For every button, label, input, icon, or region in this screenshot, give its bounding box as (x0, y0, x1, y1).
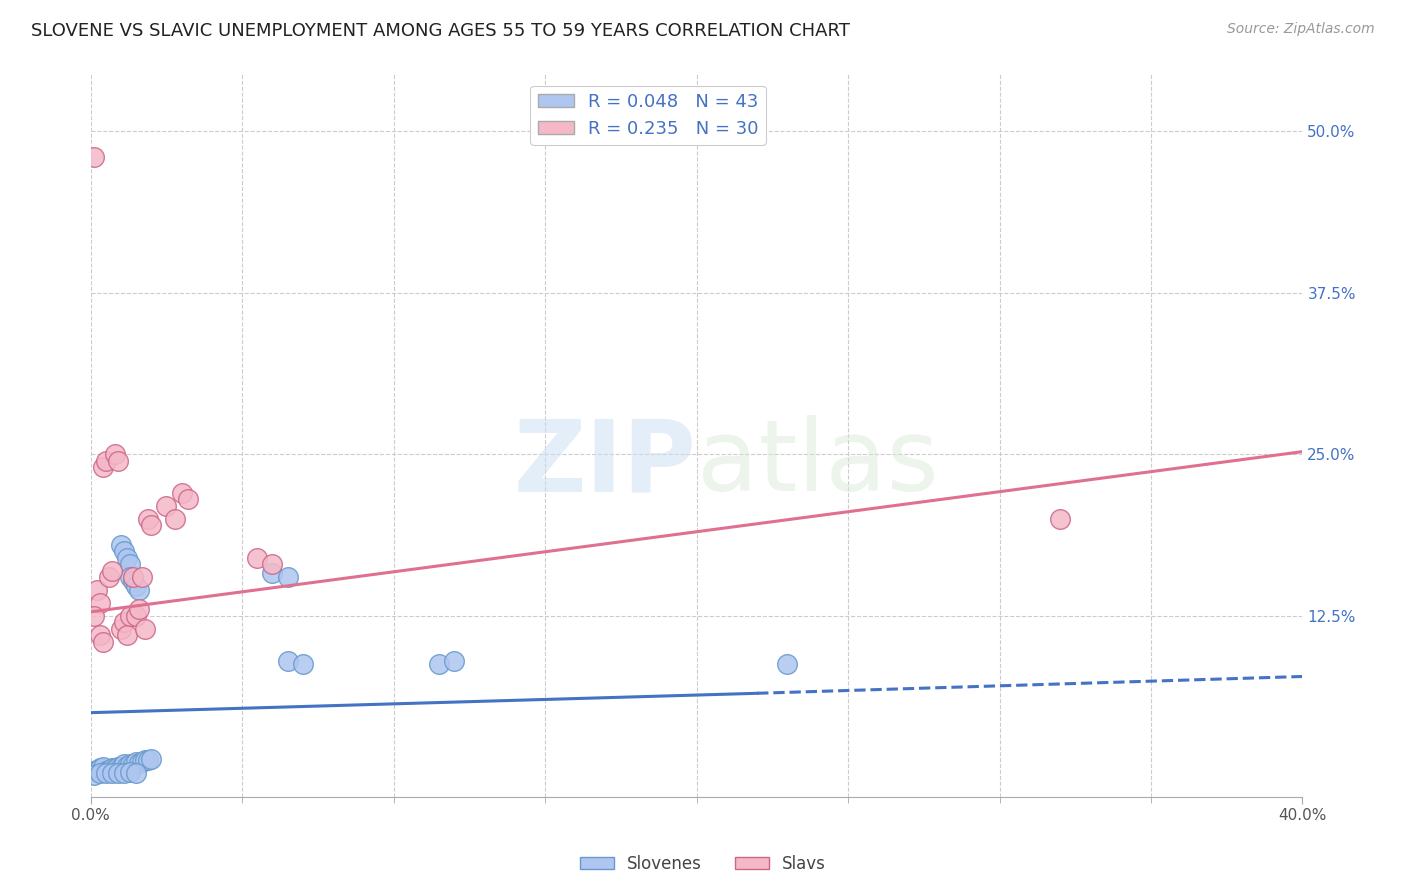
Point (91, 760, 114, 774)
Point (89, 596, 111, 610)
Point (443, 654, 465, 668)
Point (262, 566, 284, 580)
Point (83, 768, 105, 782)
Point (131, 570, 153, 584)
Point (89, 766, 111, 780)
Point (118, 608, 141, 623)
Point (91, 634, 114, 648)
Point (122, 574, 145, 588)
Point (128, 582, 150, 597)
Text: SLOVENE VS SLAVIC UNEMPLOYMENT AMONG AGES 55 TO 59 YEARS CORRELATION CHART: SLOVENE VS SLAVIC UNEMPLOYMENT AMONG AGE… (31, 22, 849, 40)
Point (110, 760, 132, 774)
Point (115, 628, 138, 642)
Point (277, 654, 299, 668)
Point (97, 570, 120, 584)
Point (246, 550, 269, 565)
Point (91, 460, 114, 475)
Point (136, 512, 159, 526)
Text: Source: ZipAtlas.com: Source: ZipAtlas.com (1227, 22, 1375, 37)
Point (110, 622, 132, 636)
Point (136, 754, 159, 768)
Point (86, 763, 108, 777)
Point (97, 763, 120, 777)
Point (1049, 512, 1071, 526)
Point (165, 512, 187, 526)
Point (134, 754, 156, 768)
Point (112, 544, 135, 558)
Point (125, 579, 148, 593)
Point (141, 518, 163, 533)
Point (101, 564, 124, 578)
Point (125, 755, 148, 769)
Point (110, 538, 132, 552)
Legend: Slovenes, Slavs: Slovenes, Slavs (574, 848, 832, 880)
Point (89, 628, 111, 642)
Point (104, 761, 127, 775)
Point (118, 570, 141, 584)
Point (776, 657, 799, 671)
Point (170, 486, 193, 500)
Point (125, 608, 148, 623)
Point (291, 657, 314, 671)
Point (112, 757, 135, 772)
Point (118, 757, 141, 772)
Point (122, 757, 145, 772)
Point (83, 764, 105, 778)
Point (101, 766, 124, 780)
Point (155, 499, 177, 513)
Point (83, 608, 105, 623)
Legend: R = 0.048   N = 43, R = 0.235   N = 30: R = 0.048 N = 43, R = 0.235 N = 30 (530, 86, 766, 145)
Point (176, 492, 198, 507)
Point (134, 622, 156, 636)
Point (104, 447, 127, 461)
Point (94, 766, 117, 780)
Text: atlas: atlas (696, 416, 938, 512)
Point (128, 756, 150, 770)
Point (128, 602, 150, 616)
Point (125, 766, 148, 780)
Point (89, 761, 111, 775)
Point (107, 760, 129, 774)
Point (427, 657, 450, 671)
Point (86, 582, 108, 597)
Point (115, 550, 138, 565)
Point (101, 761, 124, 775)
Point (83, 150, 105, 164)
Point (94, 764, 117, 778)
Point (94, 453, 117, 467)
Point (112, 615, 135, 630)
Point (107, 766, 129, 780)
Text: ZIP: ZIP (513, 416, 696, 512)
Point (118, 557, 141, 571)
Point (115, 758, 138, 772)
Point (118, 765, 141, 780)
Point (277, 570, 299, 584)
Point (107, 453, 129, 467)
Point (262, 557, 284, 571)
Point (122, 570, 145, 584)
Point (141, 752, 163, 766)
Point (131, 755, 153, 769)
Point (112, 766, 135, 780)
